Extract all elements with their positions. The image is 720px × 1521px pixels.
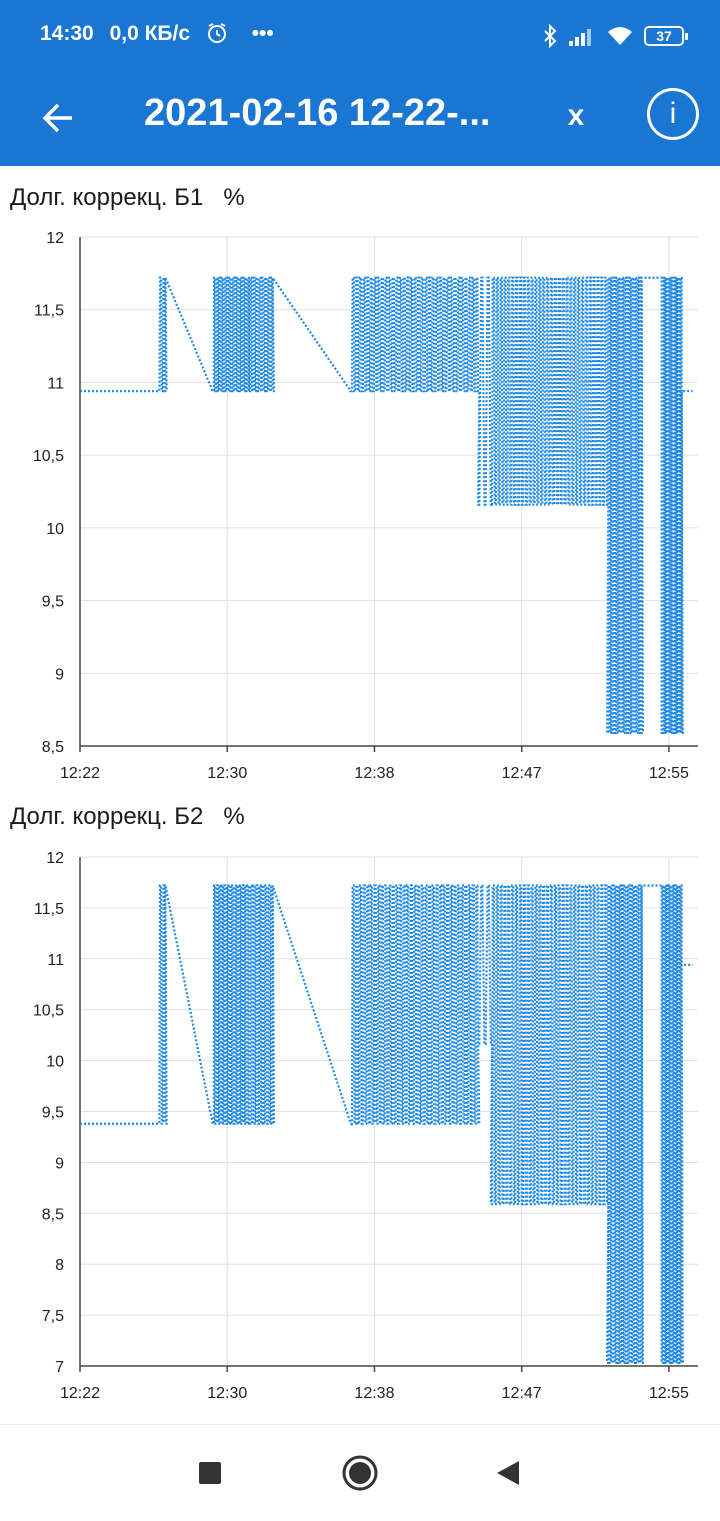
recents-square-icon: [199, 1462, 221, 1484]
home-button[interactable]: [338, 1451, 382, 1495]
y-tick-label: 10,5: [33, 1003, 64, 1020]
y-tick-label: 8,5: [42, 739, 64, 756]
y-tick-label: 10: [46, 521, 64, 538]
series-line: [80, 274, 693, 734]
chart-title-b2: Долг. коррекц. Б2%: [10, 803, 245, 831]
info-button[interactable]: i: [647, 88, 699, 140]
close-button[interactable]: x: [567, 99, 585, 132]
y-tick-label: 8: [55, 1257, 64, 1274]
y-tick-label: 9: [55, 666, 64, 683]
nav-back-button[interactable]: [486, 1451, 530, 1495]
back-triangle-icon: [497, 1461, 519, 1485]
recents-button[interactable]: [188, 1451, 232, 1495]
chart-title-b1: Долг. коррекц. Б1%: [10, 184, 245, 212]
x-tick-label: 12:55: [649, 1385, 689, 1402]
arrow-back-icon: [42, 103, 72, 133]
home-circle-icon: [342, 1455, 378, 1491]
y-tick-label: 11: [47, 952, 64, 969]
status-more: •••: [251, 22, 274, 45]
chart-b1[interactable]: 12 11,5 11 10,5 10 9,5 9 8,5 12:22 12:30 12:38 12:4…: [0, 220, 720, 790]
back-button[interactable]: [30, 90, 86, 146]
x-tick-label: 12:47: [502, 1385, 542, 1402]
x-tick-label: 12:47: [502, 765, 542, 782]
x-tick-label: 12:30: [207, 765, 247, 782]
chart-title-text: Долг. коррекц. Б2: [10, 803, 204, 830]
chart-unit: %: [223, 184, 245, 211]
x-tick-label: 12:22: [60, 765, 100, 782]
y-tick-label: 7: [55, 1359, 64, 1376]
bluetooth-icon: [544, 24, 557, 48]
y-tick-label: 11,5: [34, 901, 64, 918]
x-tick-label: 12:38: [354, 1385, 394, 1402]
wifi-icon: [608, 27, 632, 45]
y-tick-label: 9: [55, 1155, 64, 1172]
x-tick-label: 12:55: [649, 765, 689, 782]
status-bar: 14:30 0,0 КБ/с ••• 37: [0, 0, 720, 70]
alarm-icon: [207, 23, 226, 43]
chart-b2[interactable]: 12 11,5 11 10,5 10 9,5 9 8,5 8 7,5 7 12:22 12:30 12:3…: [0, 840, 720, 1410]
y-tick-label: 12: [46, 230, 64, 247]
y-tick-label: 9,5: [42, 594, 64, 611]
app-bar: 2021-02-16 12-22-... x i: [0, 70, 720, 166]
y-tick-label: 10: [46, 1054, 64, 1071]
battery-icon: 37: [644, 26, 688, 46]
status-time: 14:30: [40, 22, 94, 45]
status-net-speed: 0,0 КБ/с: [109, 22, 191, 45]
status-left: 14:30 0,0 КБ/с •••: [40, 22, 284, 46]
x-tick-label: 12:38: [354, 765, 394, 782]
y-tick-label: 10,5: [33, 448, 64, 465]
navigation-bar: [0, 1424, 720, 1521]
status-right: 37: [542, 20, 688, 52]
series-line: [80, 884, 693, 1364]
chart-title-text: Долг. коррекц. Б1: [10, 184, 204, 211]
y-tick-label: 11: [47, 375, 64, 392]
y-tick-label: 11,5: [34, 303, 64, 320]
x-tick-label: 12:30: [207, 1385, 247, 1402]
chart-unit: %: [223, 803, 245, 830]
page-title: 2021-02-16 12-22-...: [144, 92, 491, 134]
y-tick-label: 8,5: [42, 1206, 64, 1223]
y-tick-label: 7,5: [42, 1308, 64, 1325]
y-tick-label: 12: [46, 850, 64, 867]
y-tick-label: 9,5: [42, 1105, 64, 1122]
x-tick-label: 12:22: [60, 1385, 100, 1402]
signal-icon: [569, 29, 591, 46]
